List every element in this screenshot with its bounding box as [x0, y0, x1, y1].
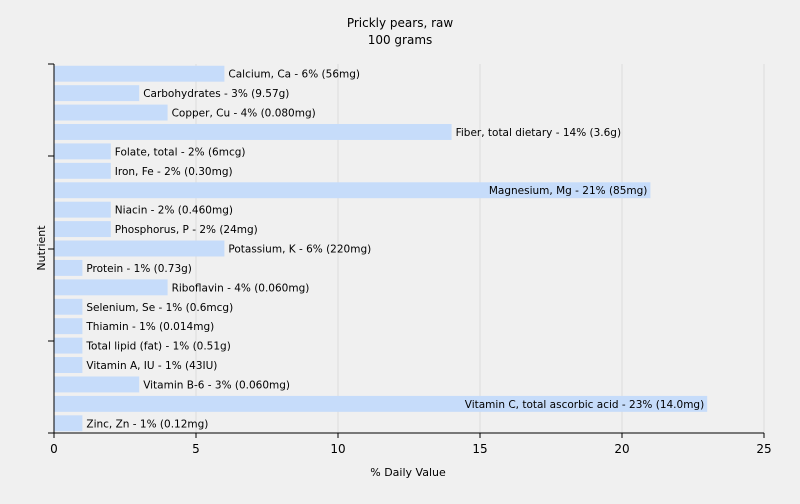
- bar-label-3: Fiber, total dietary - 14% (3.6g): [456, 127, 621, 139]
- bar-4: [54, 143, 111, 160]
- bar-1: [54, 85, 140, 102]
- bar-15: [54, 357, 83, 373]
- bar-2: [54, 104, 168, 121]
- bar-9: [54, 240, 225, 257]
- y-axis-label: Nutrient: [35, 225, 48, 271]
- bar-label-11: Riboflavin - 4% (0.060mg): [172, 282, 310, 294]
- bar-label-10: Protein - 1% (0.73g): [86, 263, 192, 275]
- x-tick-label-1: 5: [192, 442, 200, 456]
- bar-label-17: Vitamin C, total ascorbic acid - 23% (14…: [465, 399, 704, 411]
- bars: Calcium, Ca - 6% (56mg) Carbohydrates - 3…: [54, 65, 708, 432]
- bar-label-2: Copper, Cu - 4% (0.080mg): [172, 108, 316, 120]
- chart-subtitle: 100 grams: [368, 33, 433, 47]
- x-tick-label-2: 10: [330, 442, 345, 456]
- bar-18: [54, 415, 83, 432]
- bar-5: [54, 162, 111, 179]
- bar-16: [54, 376, 140, 393]
- bar-10: [54, 259, 83, 276]
- x-tick-label-0: 0: [50, 442, 58, 456]
- bar-label-4: Folate, total - 2% (6mcg): [115, 146, 246, 158]
- bar-label-5: Iron, Fe - 2% (0.30mg): [115, 166, 233, 178]
- bar-label-18: Zinc, Zn - 1% (0.12mg): [86, 418, 208, 430]
- bar-label-6: Magnesium, Mg - 21% (85mg): [489, 185, 648, 197]
- bar-17: [54, 395, 708, 412]
- bar-11: [54, 279, 168, 296]
- x-tick-label-3: 15: [472, 442, 487, 456]
- x-tick-label-4: 20: [614, 442, 629, 456]
- bar-label-9: Potassium, K - 6% (220mg): [228, 244, 371, 256]
- bar-label-15: Vitamin A, IU - 1% (43IU): [86, 360, 217, 372]
- bar-label-8: Phosphorus, P - 2% (24mg): [115, 224, 258, 236]
- x-axis-label: % Daily Value: [370, 466, 446, 479]
- bar-label-16: Vitamin B-6 - 3% (0.060mg): [143, 379, 290, 391]
- bar-8: [54, 221, 111, 238]
- bar-label-7: Niacin - 2% (0.460mg): [115, 205, 233, 217]
- bar-14: [54, 337, 83, 354]
- bar-label-12: Selenium, Se - 1% (0.6mcg): [86, 302, 233, 314]
- bar-6: [54, 182, 651, 199]
- bar-label-0: Calcium, Ca - 6% (56mg): [228, 69, 360, 81]
- bar-12: [54, 298, 83, 315]
- bar-0: [54, 65, 225, 82]
- axes: 0 5 10 15 20 25: [48, 63, 772, 456]
- chart-title: Prickly pears, raw: [347, 16, 454, 30]
- bar-label-1: Carbohydrates - 3% (9.57g): [143, 88, 289, 100]
- x-tick-label-5: 25: [756, 442, 771, 456]
- bar-7: [54, 201, 111, 218]
- bar-label-14: Total lipid (fat) - 1% (0.51g): [85, 341, 230, 353]
- bar-label-13: Thiamin - 1% (0.014mg): [85, 321, 214, 333]
- bar-13: [54, 318, 83, 335]
- bar-3: [54, 124, 452, 140]
